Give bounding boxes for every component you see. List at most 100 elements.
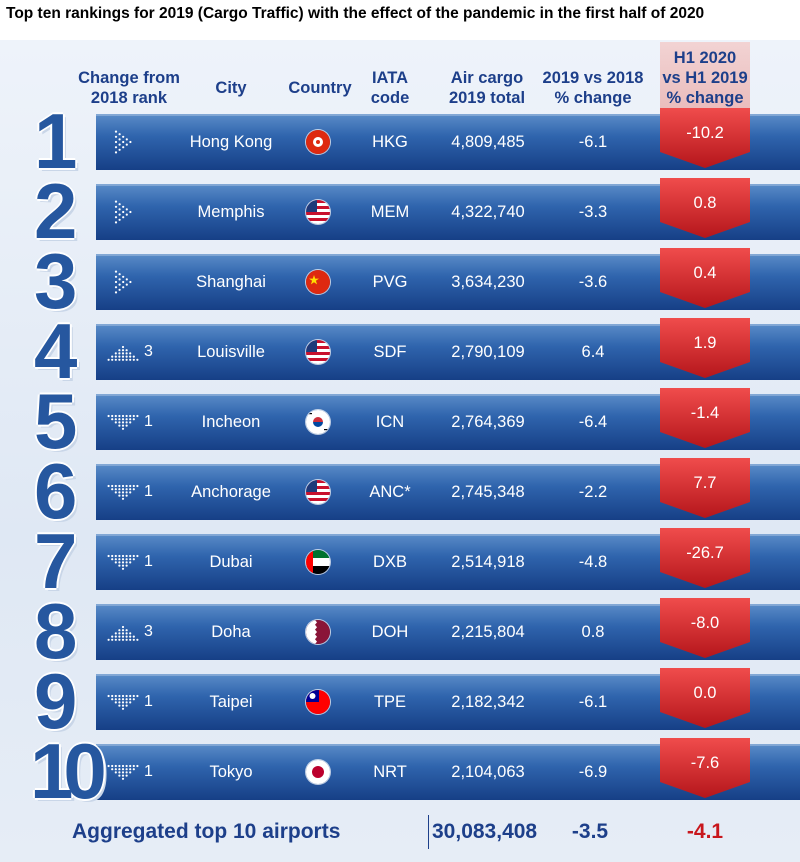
rank-change: 3 — [100, 324, 170, 380]
h1-change-value: -7.6 — [690, 754, 720, 772]
pct-change-2019: -6.1 — [578, 693, 608, 711]
iata-code: ICN — [375, 413, 405, 431]
pct-change-2019: -6.9 — [578, 763, 608, 781]
rank-number: 4 — [34, 307, 77, 395]
table-row: 1 Hong Kong HKG 4,809,485 -6.1 -10.2 — [0, 102, 800, 180]
iata-code: TPE — [373, 693, 407, 711]
cargo-total: 2,745,348 — [451, 483, 525, 501]
hong-kong-flag-icon — [306, 130, 330, 154]
header-h1-2020: H1 2020 vs H1 2019 % change — [655, 48, 755, 108]
rank-number: 8 — [34, 587, 77, 675]
h1-down-arrow-shape — [660, 598, 750, 658]
aggregate-label: Aggregated top 10 airports — [72, 820, 341, 843]
rank-change-amount: 1 — [144, 553, 153, 570]
taiwan-flag-icon — [306, 690, 330, 714]
table-row: 4 3 Louisville SDF 2,790,109 6.4 1.9 — [0, 312, 800, 390]
city-name: Tokyo — [209, 763, 253, 781]
rank-change: 3 — [100, 604, 170, 660]
iata-code: NRT — [373, 763, 407, 781]
table-row: 10 1 Tokyo NRT 2,104,063 -6.9 -7.6 — [0, 732, 800, 810]
header-cargo-line1: Air cargo — [450, 69, 524, 87]
rank-change-amount: 1 — [144, 413, 153, 430]
h1-change-marker: -7.6 — [660, 738, 750, 800]
rank-unchanged-arrow-icon — [114, 270, 132, 294]
table-row: 7 1 Dubai DXB 2,514,918 -4.8 -26.7 — [0, 522, 800, 600]
h1-down-arrow-shape — [660, 388, 750, 448]
h1-change-value: -8.0 — [690, 614, 720, 632]
header-iata-line1: IATA — [371, 69, 409, 87]
table-row: 3 Shanghai PVG 3,634,230 -3.6 0.4 — [0, 242, 800, 320]
usa-flag-icon — [306, 200, 330, 224]
h1-change-value: 1.9 — [693, 334, 717, 352]
cargo-total: 3,634,230 — [451, 273, 525, 291]
aggregate-divider — [428, 815, 429, 849]
h1-down-arrow-shape — [660, 318, 750, 378]
iata-code: DXB — [373, 553, 407, 571]
header-air-cargo: Air cargo 2019 total — [432, 68, 542, 108]
city-name: Louisville — [197, 343, 265, 361]
rank-change-amount: 1 — [144, 763, 153, 780]
rank-change-amount: 3 — [144, 343, 153, 360]
rank-down-arrow-icon — [107, 414, 139, 430]
rank-change: 1 — [100, 534, 170, 590]
h1-change-marker: 0.0 — [660, 668, 750, 730]
h1-down-arrow-shape — [660, 458, 750, 518]
h1-header-background — [660, 42, 750, 120]
table-row: 6 1 Anchorage ANC* 2,745,348 -2.2 7.7 — [0, 452, 800, 530]
h1-change-value: 7.7 — [693, 474, 717, 492]
iata-code: SDF — [373, 343, 407, 361]
rank-change — [100, 114, 170, 170]
rank-unchanged-arrow-icon — [114, 200, 132, 224]
rank-number: 7 — [34, 517, 77, 605]
rank-change-amount: 1 — [144, 693, 153, 710]
city-name: Dubai — [209, 553, 253, 571]
header-city: City — [215, 79, 247, 97]
iata-code: DOH — [371, 623, 409, 641]
table-row: 2 Memphis MEM 4,322,740 -3.3 0.8 — [0, 172, 800, 250]
h1-change-marker: -26.7 — [660, 528, 750, 590]
pct-change-2019: -6.4 — [578, 413, 608, 431]
city-name: Anchorage — [191, 483, 271, 501]
h1-change-value: -26.7 — [686, 544, 724, 562]
pct-change-2019: -3.6 — [578, 273, 608, 291]
header-iata-line2: code — [370, 89, 410, 107]
h1-change-marker: -10.2 — [660, 108, 750, 170]
rank-down-arrow-icon — [107, 484, 139, 500]
cargo-total: 2,790,109 — [451, 343, 525, 361]
rank-change-amount: 3 — [144, 623, 153, 640]
h1-change-value: -10.2 — [686, 124, 724, 142]
pct-change-2019: 6.4 — [581, 343, 605, 361]
pct-change-2019: -2.2 — [578, 483, 608, 501]
city-name: Incheon — [201, 413, 261, 431]
rank-unchanged-arrow-icon — [114, 130, 132, 154]
rank-number: 6 — [34, 447, 77, 535]
pct-change-2019: 0.8 — [581, 623, 605, 641]
h1-down-arrow-shape — [660, 738, 750, 798]
h1-change-value: 0.8 — [693, 194, 717, 212]
city-name: Hong Kong — [189, 133, 273, 151]
table-row: 5 1 Incheon ICN 2,764,369 -6.4 -1.4 — [0, 382, 800, 460]
rank-up-arrow-icon — [107, 625, 139, 641]
header-pct-line1: 2019 vs 2018 — [542, 69, 644, 87]
h1-change-marker: -1.4 — [660, 388, 750, 450]
rank-change: 1 — [100, 744, 170, 800]
header-change-line2: 2018 rank — [90, 89, 168, 107]
qatar-flag-icon — [306, 620, 330, 644]
south-korea-flag-icon — [306, 410, 330, 434]
header-change-from-2018-rank: Change from 2018 rank — [64, 68, 194, 108]
rank-number: 10 — [30, 727, 107, 815]
cargo-total: 4,322,740 — [451, 203, 525, 221]
pct-change-2019: -6.1 — [578, 133, 608, 151]
rank-change: 1 — [100, 674, 170, 730]
rank-change: 1 — [100, 464, 170, 520]
uae-flag-icon — [306, 550, 330, 574]
cargo-total: 2,514,918 — [451, 553, 525, 571]
city-name: Shanghai — [196, 273, 266, 291]
cargo-total: 2,104,063 — [451, 763, 525, 781]
rank-change-amount: 1 — [144, 483, 153, 500]
aggregate-h1: -4.1 — [686, 820, 724, 843]
header-country: Country — [288, 79, 352, 97]
h1-change-marker: 7.7 — [660, 458, 750, 520]
rank-change: 1 — [100, 394, 170, 450]
china-flag-icon — [306, 270, 330, 294]
